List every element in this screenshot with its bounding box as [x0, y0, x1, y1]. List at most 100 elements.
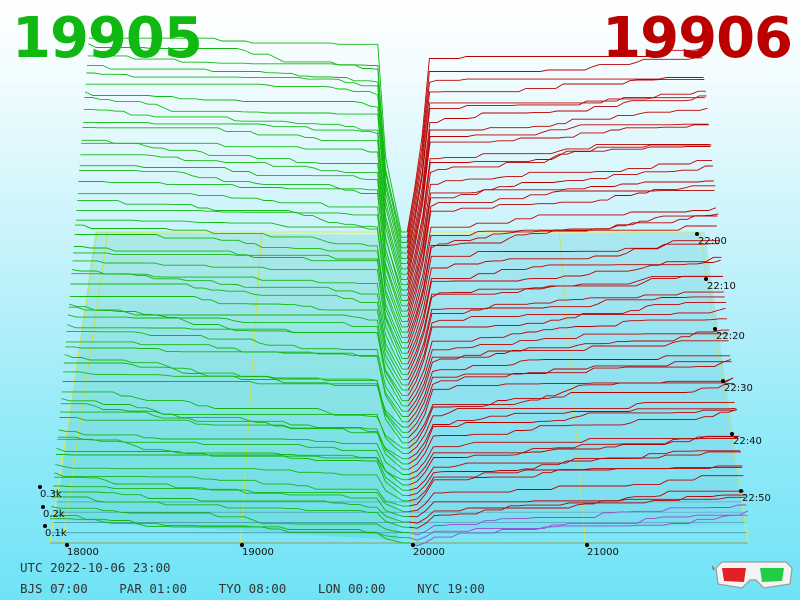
bid-depth-line [74, 234, 408, 349]
ask-depth-line [407, 259, 721, 359]
ask-depth-line [407, 240, 720, 354]
bid-depth-line [50, 514, 410, 539]
ask-depth-line [407, 215, 718, 338]
bid-depth-line [86, 72, 408, 254]
3d-glasses-icon[interactable] [712, 558, 794, 592]
bid-depth-line [87, 64, 408, 249]
ask-depth-line [406, 97, 706, 254]
bid-depth-line [64, 354, 409, 428]
ask-depth-line [408, 510, 749, 547]
depth-tick-marker [41, 505, 45, 509]
ask-depth-line [406, 57, 703, 238]
ask-depth-line [408, 409, 737, 465]
ask-depth-line [408, 496, 745, 524]
bid-depth-line [78, 181, 408, 317]
bid-depth-line [69, 303, 409, 391]
ask-depth-line [407, 318, 727, 401]
bid-depth-line [52, 491, 409, 523]
time-tick-marker [739, 489, 743, 493]
bid-depth-line [72, 260, 408, 365]
bid-depth-line [66, 331, 409, 412]
depth-lines [50, 37, 749, 547]
ask-depth-line [407, 124, 709, 280]
ask-depth-line [408, 450, 741, 491]
ask-depth-line [408, 383, 734, 449]
ask-depth-line [407, 123, 709, 275]
time-tick-marker [713, 327, 717, 331]
bid-depth-line [61, 391, 409, 449]
depth-tick-marker [43, 524, 47, 528]
ask-depth-line [408, 408, 736, 460]
bid-depth-line [50, 518, 410, 544]
x-gridline [240, 231, 263, 544]
time-tick-label: 22:40 [733, 436, 762, 447]
ask-depth-line [407, 146, 711, 291]
ask-depth-line [407, 307, 726, 391]
bid-depth-line [67, 314, 409, 402]
time-tick-marker [721, 379, 725, 383]
ask-depth-line [408, 355, 731, 423]
ask-depth-line [407, 180, 714, 312]
ask-depth-line [407, 190, 715, 317]
bid-depth-line [63, 371, 409, 439]
x-tick-label: 20000 [413, 547, 445, 558]
time-tick-label: 22:30 [724, 383, 753, 394]
time-tick-label: 22:10 [707, 281, 736, 292]
ask-depth-line [408, 359, 731, 428]
ask-depth-line [408, 475, 744, 512]
bid-depth-line [61, 398, 409, 454]
time-tick-marker [730, 432, 734, 436]
bid-side-fill [55, 232, 398, 540]
utc-timestamp: UTC 2022-10-06 23:00 [20, 560, 171, 575]
bid-depth-line [65, 346, 409, 423]
ask-depth-line [406, 77, 704, 243]
bid-depth-line [54, 476, 409, 512]
bid-depth-line [52, 496, 409, 528]
ask-depth-line [407, 185, 716, 322]
bid-depth-line [87, 55, 408, 243]
bid-depth-line [89, 37, 408, 233]
bid-depth-line [83, 109, 408, 275]
ask-depth-line [408, 435, 740, 486]
tz-par: PAR 01:00 [119, 581, 188, 596]
ask-depth-line [407, 207, 717, 328]
ask-depth-line [407, 160, 713, 301]
bid-depth-line [59, 417, 409, 470]
time-tick-label: 22:20 [716, 331, 745, 342]
depth-tick-label: 0.3k [40, 489, 62, 500]
bid-depth-line [75, 224, 408, 344]
tz-bjs: BJS 07:00 [20, 581, 88, 596]
bid-depth-line [70, 283, 409, 381]
bid-depth-line [73, 246, 408, 354]
bid-depth-line [58, 429, 409, 475]
bid-depth-line [81, 142, 408, 296]
bid-depth-line [65, 341, 409, 417]
ask-depth-line [408, 465, 743, 507]
ask-depth-line [407, 340, 729, 412]
ask-depth-line [407, 333, 728, 407]
bid-depth-line [76, 209, 408, 333]
ask-depth-line [407, 296, 725, 386]
x-tick-marker [584, 542, 590, 548]
x-gridline [410, 231, 414, 544]
bid-depth-line [82, 126, 408, 286]
x-tick-label: 21000 [587, 547, 619, 558]
ask-depth-line [406, 79, 705, 248]
ask-depth-line [408, 494, 746, 529]
bid-depth-line [51, 506, 410, 533]
ask-depth-line [408, 514, 748, 541]
ask-depth-line [408, 408, 738, 470]
chart-grid [49, 231, 749, 544]
bid-depth-line [57, 436, 409, 481]
ask-price: 19906 [602, 6, 793, 71]
ask-depth-line [406, 95, 707, 264]
ask-depth-line [407, 301, 727, 396]
ask-depth-line [407, 165, 713, 306]
bid-depth-line [60, 403, 409, 460]
ask-depth-line [408, 490, 745, 518]
bid-depth-line [77, 193, 408, 323]
ask-depth-line [406, 90, 706, 259]
x-tick-label: 19000 [242, 547, 274, 558]
ask-depth-line [407, 291, 724, 380]
